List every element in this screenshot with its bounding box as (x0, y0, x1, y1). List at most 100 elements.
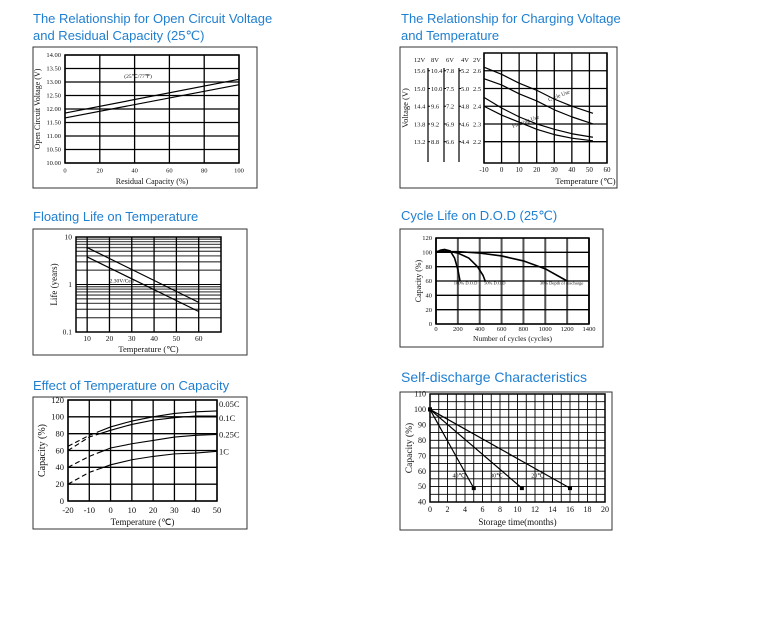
y-tick-label: 14.00 (46, 52, 61, 59)
voltage-scale-header: 4V (461, 57, 469, 64)
y-tick-label: 12.50 (46, 93, 61, 100)
data-point (568, 486, 572, 491)
series-line (483, 105, 594, 142)
y-tick-label: 7.2 (446, 104, 454, 111)
y-tick-label: 100 (414, 405, 426, 414)
x-tick-label: 10 (516, 166, 524, 174)
series-line (483, 96, 594, 138)
y-tick-label: 12.00 (46, 106, 61, 113)
x-axis-label: Temperature (℃) (111, 517, 175, 527)
data-point (428, 407, 432, 412)
y-tick-label: 13.8 (414, 121, 425, 128)
series-line (99, 410, 218, 432)
x-tick-label: 50 (586, 166, 594, 174)
y-tick-label: 2.4 (473, 104, 482, 111)
plot-area (435, 237, 590, 325)
x-tick-label: 12 (531, 505, 539, 514)
y-tick-label: 9.6 (431, 104, 440, 111)
x-axis-label: Number of cycles (cycles) (473, 334, 552, 343)
y-tick-label: 5.0 (461, 86, 469, 93)
plot-area (75, 236, 222, 333)
x-axis-label: Temperature (℃) (118, 344, 178, 354)
x-tick-label: 1000 (539, 326, 552, 333)
annotation: 40℃ (453, 473, 466, 479)
y-tick-label: 9.2 (431, 121, 439, 128)
y-tick-label: 11.50 (47, 120, 61, 127)
y-tick-label: 6.9 (446, 121, 454, 128)
x-tick-label: 30 (170, 505, 179, 515)
x-tick-label: 200 (453, 326, 463, 333)
y-tick-label: 15.0 (414, 86, 425, 93)
series-line (436, 250, 568, 282)
voltage-scale-header: 2V (473, 57, 481, 64)
x-tick-label: 10 (514, 505, 522, 514)
x-tick-label: 800 (519, 326, 529, 333)
x-axis-label: Temperature (℃) (555, 176, 615, 186)
chart-title-self-discharge: Self-discharge Characteristics (401, 369, 587, 385)
y-tick-label: 13.50 (46, 66, 61, 73)
x-tick-label: 6 (481, 505, 485, 514)
y-tick-label: 50 (418, 482, 426, 491)
y-axis-label: Life (years) (49, 263, 59, 305)
annotation: 100% D.O.D (454, 281, 478, 286)
series-line (64, 84, 240, 119)
annotation: 50% D.O.D (484, 281, 506, 286)
y-tick-label: 60 (418, 467, 426, 476)
x-tick-label: 14 (549, 505, 557, 514)
x-tick-label: 10 (128, 505, 137, 515)
chart-title-temp-capacity: Effect of Temperature on Capacity (33, 378, 230, 393)
y-tick-label: 2.2 (473, 139, 481, 146)
y-tick-label: 11.00 (47, 133, 61, 140)
x-tick-label: 60 (604, 166, 612, 174)
x-tick-label: 600 (497, 326, 507, 333)
y-tick-label: 80 (426, 264, 433, 271)
y-tick-label: 0 (60, 496, 64, 506)
chart-title-floating-life: Floating Life on Temperature (33, 209, 199, 224)
chart-title-charging-voltage: The Relationship for Charging Voltage an… (401, 11, 621, 43)
legend-label: 0.05C (219, 399, 240, 409)
y-tick-label: 10.00 (46, 160, 61, 167)
x-tick-label: 20 (106, 334, 114, 343)
series-line (99, 450, 218, 470)
y-tick-label: 14.4 (414, 104, 426, 111)
x-tick-label: 80 (201, 168, 208, 175)
annotation: 20℃ (531, 473, 544, 479)
y-axis-label: Capacity (%) (414, 259, 423, 302)
y-tick-label: 120 (422, 235, 432, 242)
y-tick-label: 10.0 (431, 86, 442, 93)
series-line (86, 256, 199, 313)
x-tick-label: 0 (63, 168, 66, 175)
y-tick-label: 60 (426, 278, 433, 285)
x-tick-label: 400 (475, 326, 485, 333)
series-line (99, 415, 217, 435)
x-tick-label: 50 (173, 334, 181, 343)
y-tick-label: 40 (418, 498, 426, 507)
y-tick-label: 7.5 (446, 86, 454, 93)
x-tick-label: 100 (234, 168, 244, 175)
series-line-dashed (67, 433, 101, 451)
x-tick-label: 18 (584, 505, 592, 514)
series-line (64, 78, 240, 114)
x-tick-label: 8 (498, 505, 502, 514)
series-line (483, 66, 594, 114)
y-tick-label: 6.6 (446, 139, 455, 146)
y-tick-label: 120 (51, 395, 64, 405)
x-tick-label: 16 (566, 505, 574, 514)
y-tick-label: 4.4 (461, 139, 470, 146)
x-tick-label: 0 (428, 505, 432, 514)
x-tick-label: 30 (128, 334, 136, 343)
y-tick-label: 5.2 (461, 68, 469, 75)
series-line (429, 409, 475, 489)
y-tick-label: 80 (418, 436, 426, 445)
series-line (429, 408, 571, 489)
voltage-scale-header: 8V (431, 57, 439, 64)
y-tick-label: 13.00 (46, 79, 61, 86)
x-tick-label: 1400 (583, 326, 596, 333)
legend-label: 0.1C (219, 413, 236, 423)
legend-label: 1C (219, 446, 229, 456)
y-tick-label: 2.6 (473, 68, 482, 75)
series-line (99, 433, 218, 453)
y-tick-label: 8.8 (431, 139, 439, 146)
x-tick-label: 0 (108, 505, 112, 515)
